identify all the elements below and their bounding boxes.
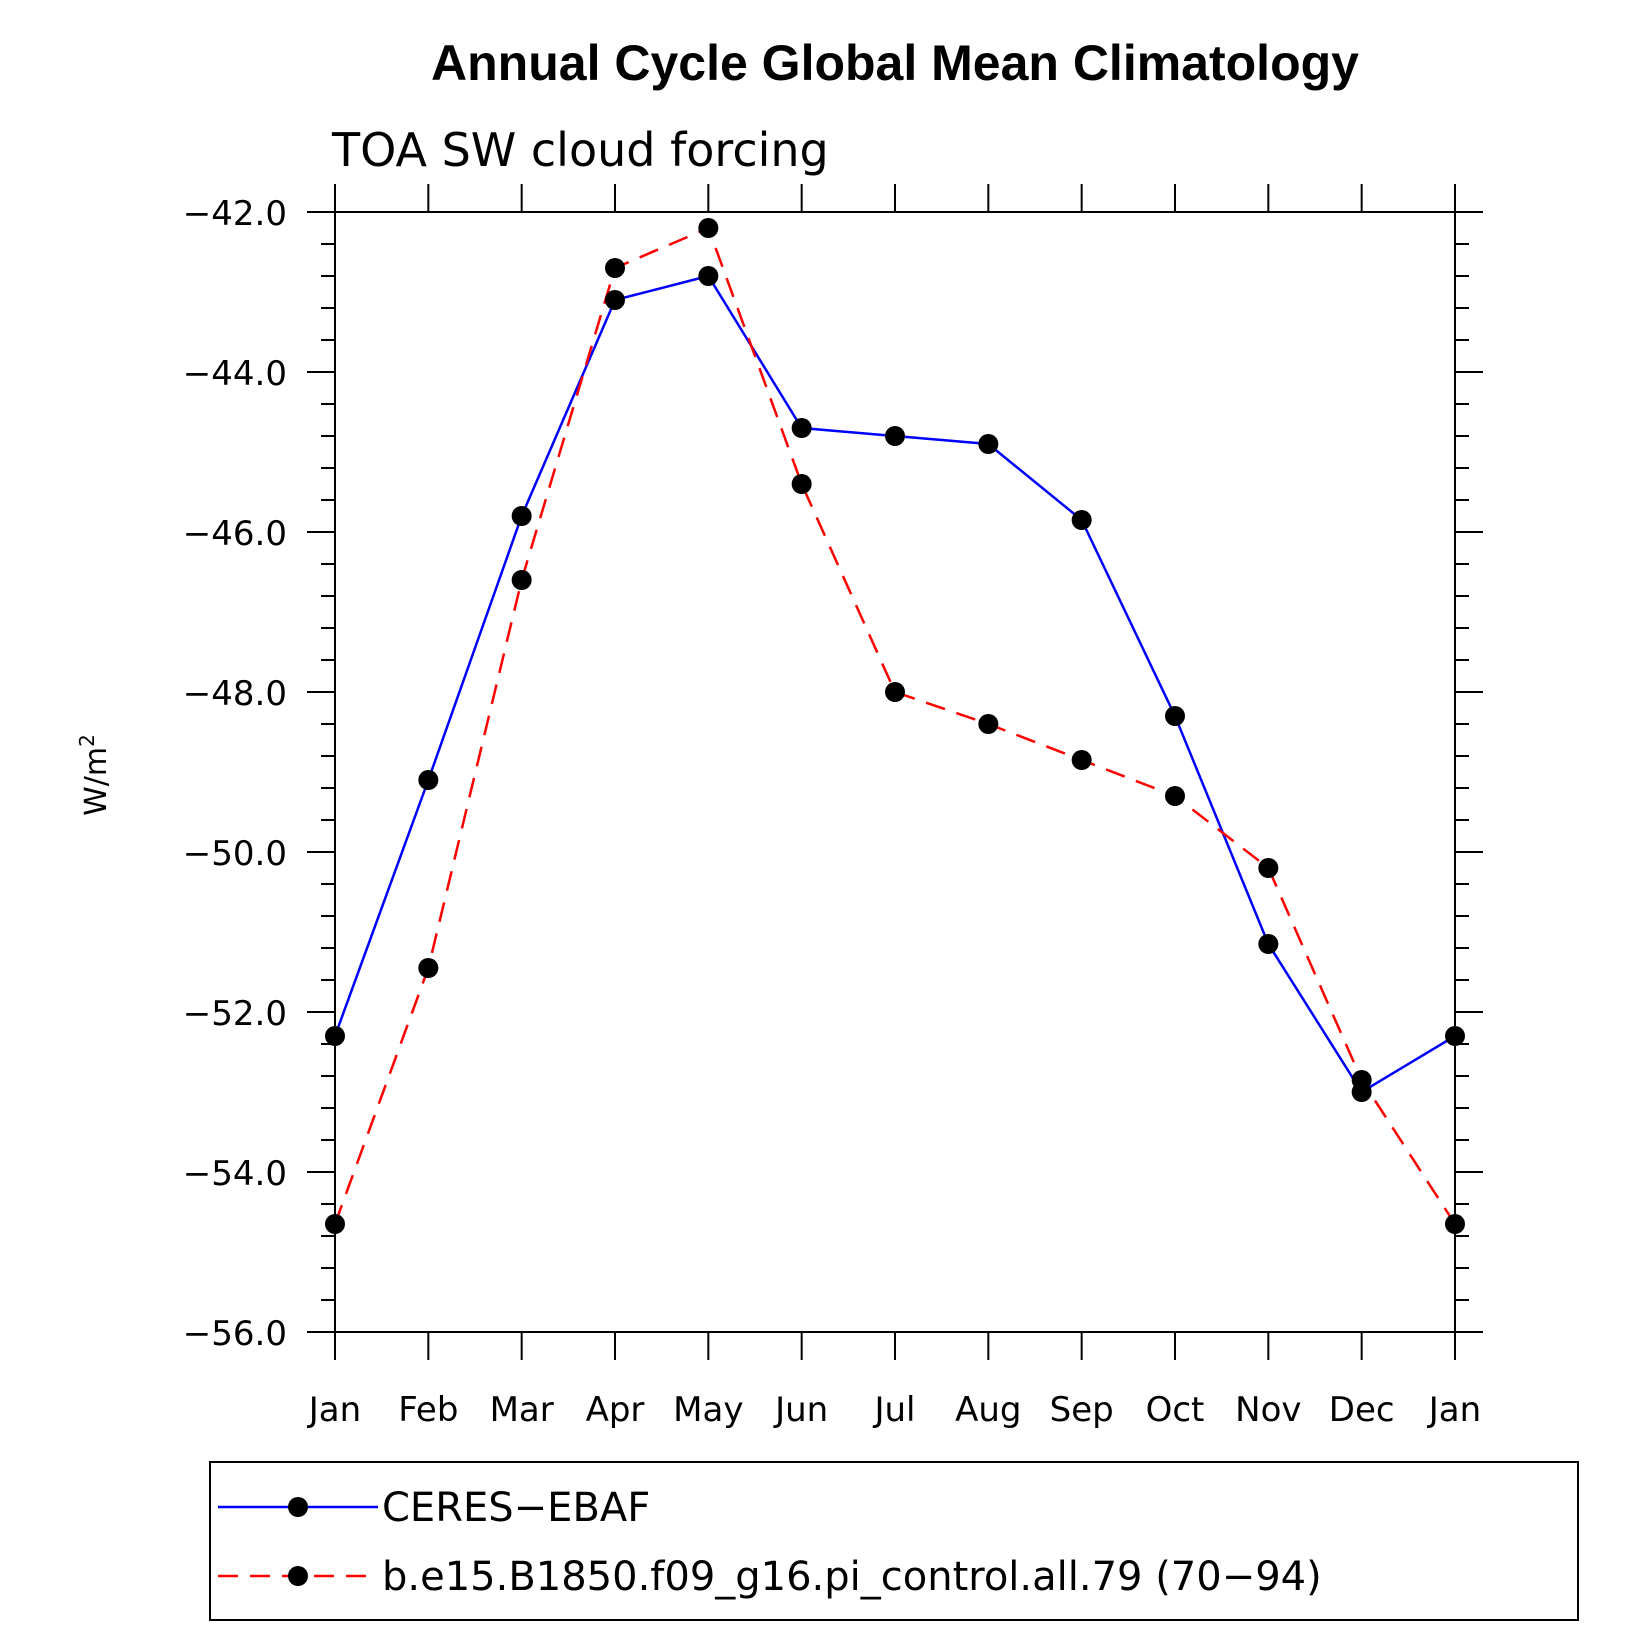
data-point-series-2 <box>605 258 625 278</box>
plot-area: −42.0 −44.0 −46.0 −48.0 −50.0 −52.0 −54.0 −56.0… <box>183 184 1483 1430</box>
axis-ticks <box>307 184 1483 1360</box>
x-tick-labels: Jan Feb Mar Apr May Jun Jul Aug Sep Oct Nov Dec Jan <box>307 1390 1481 1430</box>
x-tick-label: Dec <box>1329 1390 1395 1430</box>
legend-label-2: b.e15.B1850.f09_g16.pi_control.all.79 (7… <box>382 1554 1322 1600</box>
data-point-series-1 <box>325 1026 345 1046</box>
data-point-series-1 <box>418 770 439 790</box>
x-tick-label: Apr <box>586 1390 645 1430</box>
y-tick-label: −48.0 <box>183 674 287 714</box>
series-lines <box>333 226 1457 1225</box>
data-point-series-2 <box>885 682 905 702</box>
series-line-2 <box>333 226 1457 1225</box>
x-tick-label: Jan <box>307 1390 361 1430</box>
data-point-series-2 <box>1445 1214 1465 1234</box>
data-point-series-2 <box>511 570 532 590</box>
x-tick-label: Jul <box>872 1390 915 1430</box>
data-point-series-1 <box>698 266 719 286</box>
data-point-series-2 <box>1351 1070 1372 1090</box>
data-point-series-1 <box>791 418 812 438</box>
legend-box <box>209 1461 1579 1621</box>
y-tick-label: −54.0 <box>183 1154 287 1194</box>
y-axis-label-text: W/m <box>79 747 114 816</box>
data-point-series-2 <box>1258 858 1279 878</box>
y-tick-label: −50.0 <box>183 834 287 874</box>
x-tick-label: May <box>673 1390 743 1430</box>
data-point-series-1 <box>511 506 532 526</box>
y-tick-label: −46.0 <box>183 514 287 554</box>
y-tick-label: −52.0 <box>183 994 287 1034</box>
legend-label-1: CERES−EBAF <box>382 1485 650 1531</box>
legend-marker-1 <box>288 1497 308 1517</box>
x-tick-label: Feb <box>398 1390 458 1430</box>
data-point-series-1 <box>1445 1026 1465 1046</box>
data-point-series-1 <box>1165 706 1185 726</box>
data-point-series-2 <box>978 714 999 734</box>
data-point-series-2 <box>698 218 719 238</box>
legend-items: CERES−EBAF b.e15.B1850.f09_g16.pi_control… <box>218 1485 1322 1600</box>
x-tick-label: Jan <box>1427 1390 1481 1430</box>
x-tick-label: Mar <box>490 1390 554 1430</box>
data-point-series-2 <box>791 474 812 494</box>
chart-subtitle: TOA SW cloud forcing <box>331 123 829 177</box>
data-point-series-2 <box>418 958 439 978</box>
data-point-series-1 <box>978 434 999 454</box>
x-tick-label: Nov <box>1235 1390 1301 1430</box>
data-point-series-2 <box>325 1214 345 1234</box>
data-point-series-2 <box>1071 750 1092 770</box>
y-tick-label: −56.0 <box>183 1314 287 1354</box>
data-point-series-1 <box>605 290 625 310</box>
y-axis-label-superscript: 2 <box>75 734 99 747</box>
series-markers <box>325 218 1465 1234</box>
x-tick-label: Jun <box>773 1390 828 1430</box>
legend: CERES−EBAF b.e15.B1850.f09_g16.pi_control… <box>209 1461 1579 1621</box>
data-point-series-1 <box>1071 510 1092 530</box>
x-tick-label: Oct <box>1146 1390 1205 1430</box>
y-tick-labels: −42.0 −44.0 −46.0 −48.0 −50.0 −52.0 −54.0 −56.0 <box>183 194 287 1354</box>
data-point-series-2 <box>1165 786 1185 806</box>
chart-title: Annual Cycle Global Mean Climatology <box>431 35 1359 91</box>
y-axis-label: W/m2 <box>75 734 114 816</box>
legend-marker-2 <box>288 1566 308 1586</box>
data-point-series-1 <box>885 426 905 446</box>
plot-frame <box>334 211 1456 1333</box>
y-tick-label: −44.0 <box>183 354 287 394</box>
data-point-series-1 <box>1258 934 1279 954</box>
y-tick-label: −42.0 <box>183 194 287 234</box>
x-tick-label: Aug <box>955 1390 1021 1430</box>
x-tick-label: Sep <box>1050 1390 1114 1430</box>
